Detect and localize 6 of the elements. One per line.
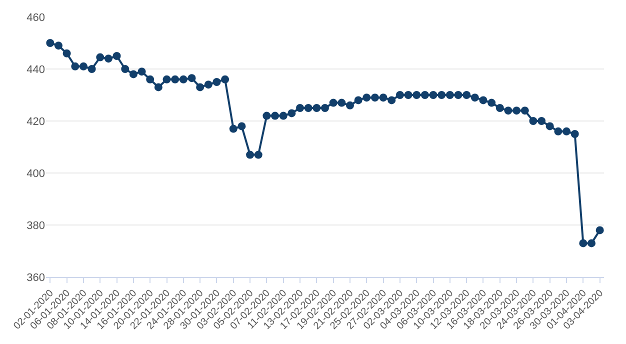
y-tick-label: 420 [26, 116, 45, 128]
y-tick-label: 360 [26, 272, 45, 284]
y-tick-label: 460 [26, 12, 45, 24]
y-tick-label: 440 [26, 64, 45, 76]
y-tick-label: 380 [26, 220, 45, 232]
y-tick-label: 400 [26, 168, 45, 180]
